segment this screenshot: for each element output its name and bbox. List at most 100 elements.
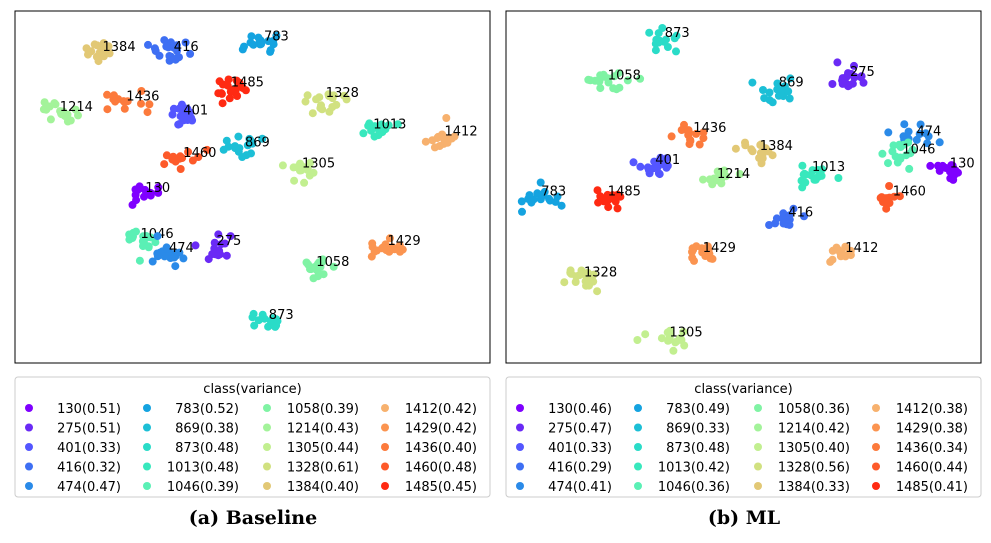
cluster-label: 275: [850, 65, 875, 80]
cluster-point: [566, 268, 575, 277]
cluster-point: [633, 336, 642, 344]
cluster-point: [74, 111, 82, 120]
cluster-point: [241, 86, 250, 95]
cluster-point: [785, 211, 794, 220]
legend-marker: [143, 423, 151, 432]
cluster-point: [170, 43, 178, 52]
cluster-point: [120, 104, 129, 113]
cluster-point: [111, 97, 120, 106]
cluster-point: [641, 330, 650, 339]
cluster-point: [599, 197, 608, 206]
cluster-point: [137, 99, 145, 108]
legend-marker: [381, 462, 389, 471]
cluster-point: [615, 83, 624, 92]
cluster-1412: 1412: [826, 241, 878, 266]
cluster-point: [308, 109, 317, 118]
cluster-point: [315, 258, 323, 267]
cluster-point: [186, 49, 195, 58]
cluster-point: [304, 260, 313, 269]
cluster-130: 130: [926, 156, 975, 184]
cluster-point: [658, 24, 667, 32]
cluster-873: 873: [645, 24, 690, 56]
cluster-point: [716, 170, 725, 178]
cluster-point: [171, 252, 180, 261]
cluster-point: [527, 198, 536, 207]
cluster-point: [210, 238, 219, 247]
legend-marker: [872, 462, 880, 471]
panel-ml: 873 1058 275 869 1436 474 1384 1046 130 401 1214 10…: [505, 10, 982, 529]
cluster-point: [316, 104, 325, 113]
cluster-point: [575, 271, 584, 280]
legend-entry: 1485(0.45): [405, 480, 477, 495]
cluster-point: [295, 166, 304, 175]
cluster-point: [701, 251, 710, 259]
cluster-point: [430, 143, 439, 152]
cluster-label: 873: [665, 26, 690, 41]
cluster-point: [332, 100, 341, 109]
cluster-point: [747, 145, 756, 154]
cluster-label: 869: [779, 75, 804, 90]
cluster-point: [811, 174, 820, 183]
legend-marker: [634, 482, 642, 490]
cluster-point: [249, 40, 258, 49]
cluster-label: 275: [217, 234, 242, 249]
cluster-point: [219, 145, 228, 154]
legend-entry: 1046(0.36): [658, 480, 730, 495]
cluster-416: 416: [765, 204, 813, 229]
cluster-point: [325, 107, 334, 116]
cluster-point: [250, 321, 259, 330]
cluster-point: [87, 47, 96, 56]
cluster-point: [581, 277, 590, 286]
cluster-point: [684, 126, 693, 135]
legend-marker: [516, 443, 524, 451]
cluster-point: [650, 157, 659, 166]
cluster-point: [784, 87, 793, 96]
cluster-label: 1328: [584, 266, 617, 281]
cluster-point: [194, 153, 203, 161]
cluster-point: [848, 79, 857, 88]
cluster-point: [145, 100, 154, 109]
cluster-1305: 1305: [633, 325, 703, 355]
cluster-point: [765, 88, 774, 97]
cluster-1046: 1046: [878, 138, 935, 173]
cluster-point: [234, 132, 243, 141]
cluster-point: [705, 175, 714, 184]
cluster-point: [223, 81, 232, 90]
cluster-point: [884, 159, 892, 168]
cluster-point: [217, 240, 226, 249]
cluster-point: [537, 190, 546, 199]
cluster-point: [154, 183, 163, 192]
cluster-point: [315, 93, 324, 102]
cluster-point: [156, 248, 165, 257]
legend: class(variance) 130(0.46) 275(0.47) 401(0.3…: [505, 376, 982, 498]
legend-entry: 130(0.46): [548, 402, 612, 417]
legend-marker: [754, 443, 762, 451]
cluster-label: 1013: [812, 160, 845, 175]
cluster-1214: 1214: [699, 166, 750, 189]
cluster-point: [663, 43, 672, 51]
cluster-point: [246, 136, 255, 145]
cluster-point: [916, 120, 925, 129]
cluster-point: [367, 252, 376, 261]
cluster-point: [309, 274, 318, 283]
cluster-point: [187, 114, 196, 122]
cluster-point: [442, 114, 451, 122]
cluster-point: [629, 158, 638, 167]
legend-entry: 130(0.51): [57, 402, 121, 417]
cluster-point: [258, 134, 267, 143]
cluster-point: [51, 100, 60, 109]
legend-marker: [872, 482, 880, 490]
cluster-point: [717, 179, 726, 188]
cluster-point: [904, 138, 913, 147]
cluster-869: 869: [748, 74, 804, 107]
legend-entry: 474(0.41): [548, 480, 612, 495]
cluster-point: [324, 90, 333, 99]
cluster-1429: 1429: [688, 241, 736, 265]
cluster-point: [139, 232, 148, 241]
cluster-point: [139, 242, 147, 251]
legend-frame: [14, 376, 491, 498]
panel-caption: (a) Baseline: [189, 507, 317, 529]
cluster-point: [662, 154, 671, 163]
cluster-point: [833, 58, 842, 67]
legend-entry: 873(0.48): [175, 441, 239, 456]
